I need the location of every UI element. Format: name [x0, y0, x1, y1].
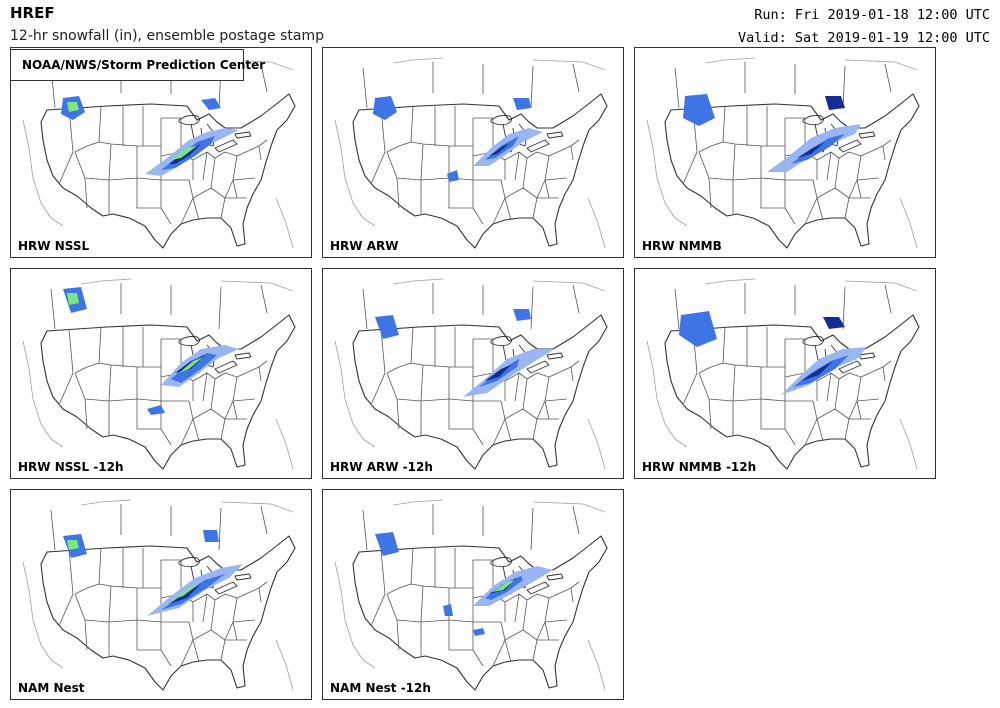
- valid-time: Valid: Sat 2019-01-19 12:00 UTC: [738, 30, 990, 46]
- panel-label: HRW ARW: [328, 239, 401, 253]
- snowfall-overlay: [375, 309, 555, 397]
- map-canvas: [646, 278, 920, 470]
- map-canvas: [22, 57, 296, 249]
- panel-label: HRW ARW -12h: [328, 460, 435, 474]
- stamp-panel-hrw-nmmb: HRW NMMB: [634, 47, 936, 258]
- stamp-panel-hrw-nmmb-12h: HRW NMMB -12h: [634, 268, 936, 479]
- snowfall-overlay: [61, 96, 239, 176]
- panel-label: HRW NMMB: [640, 239, 724, 253]
- stamp-panel-hrw-nssl-12h: HRW NSSL -12h: [10, 268, 312, 479]
- panel-label: HRW NSSL -12h: [16, 460, 126, 474]
- stamp-panel-nam-nest-12h: NAM Nest -12h: [322, 489, 624, 700]
- badge-text: NOAA/NWS/Storm Prediction Center: [22, 58, 266, 72]
- stamp-panel-hrw-nssl: HRW NSSL: [10, 47, 312, 258]
- stamp-panel-hrw-arw-12h: HRW ARW -12h: [322, 268, 624, 479]
- product-title: HREF: [10, 4, 55, 22]
- product-subtitle: 12-hr snowfall (in), ensemble postage st…: [10, 28, 324, 44]
- map-canvas: [22, 499, 296, 691]
- spc-badge: NOAA/NWS/Storm Prediction Center: [10, 49, 265, 81]
- map-canvas: [22, 278, 296, 470]
- snowfall-overlay: [679, 311, 867, 395]
- map-canvas: [646, 57, 920, 249]
- panel-label: NAM Nest -12h: [328, 681, 433, 695]
- run-time: Run: Fri 2019-01-18 12:00 UTC: [754, 7, 990, 23]
- stamp-panel-nam-nest: NAM Nest: [10, 489, 312, 700]
- map-canvas: [334, 57, 608, 249]
- snowfall-overlay: [63, 287, 239, 415]
- snowfall-overlay: [683, 94, 861, 172]
- snowfall-overlay: [63, 530, 243, 616]
- snowfall-overlay: [375, 532, 553, 636]
- panel-label: NAM Nest: [16, 681, 87, 695]
- map-canvas: [334, 499, 608, 691]
- map-canvas: [334, 278, 608, 470]
- panel-label: HRW NMMB -12h: [640, 460, 759, 474]
- panel-label: HRW NSSL: [16, 239, 92, 253]
- snowfall-overlay: [373, 96, 543, 182]
- stamp-panel-hrw-arw: HRW ARW: [322, 47, 624, 258]
